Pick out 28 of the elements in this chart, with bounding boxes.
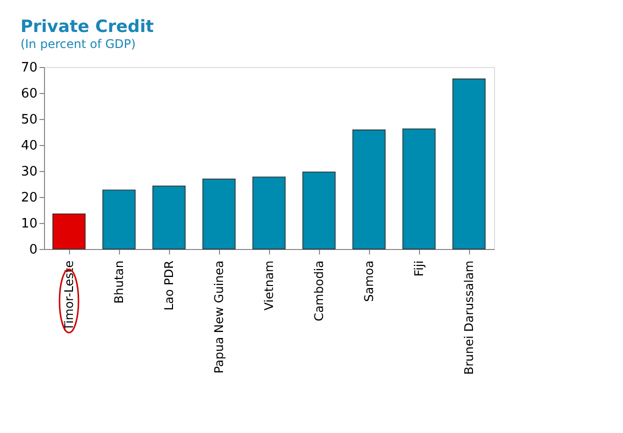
x-tick-label: Samoa <box>362 260 376 302</box>
y-tick-label: 10 <box>20 216 38 232</box>
y-tick-label: 60 <box>20 86 38 102</box>
bar <box>452 78 486 250</box>
x-tick-label: Vietnam <box>262 260 276 311</box>
bar <box>352 130 386 250</box>
chart-subtitle: (In percent of GDP) <box>20 37 136 51</box>
bar <box>402 128 436 250</box>
x-tick-label: Bhutan <box>112 260 126 304</box>
bar <box>52 214 86 250</box>
y-tick-label: 40 <box>20 138 38 154</box>
bar <box>202 178 236 250</box>
x-tick-label: Cambodia <box>312 260 326 322</box>
bar <box>252 176 286 250</box>
y-tick-label: 20 <box>20 190 38 206</box>
x-tick-label: Timor-Leste <box>62 260 76 332</box>
bar <box>102 190 136 250</box>
y-tick-label: 0 <box>29 242 38 258</box>
x-tick-label: Fiji <box>412 260 426 277</box>
y-tick-label: 30 <box>20 164 38 180</box>
x-tick-label: Brunei Darussalam <box>462 260 476 375</box>
y-tick-label: 50 <box>20 112 38 128</box>
y-tick-label: 70 <box>20 60 38 76</box>
bar <box>302 172 336 250</box>
bar <box>152 186 186 250</box>
x-tick-label: Lao PDR <box>162 260 176 311</box>
x-tick-label: Papua New Guinea <box>212 260 226 374</box>
chart-title: Private Credit <box>20 17 154 37</box>
